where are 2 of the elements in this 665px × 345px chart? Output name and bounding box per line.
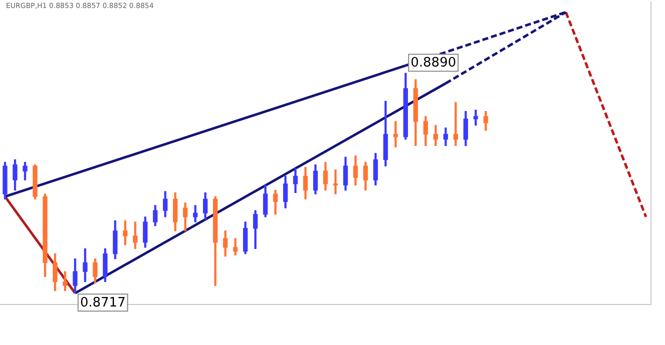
annotation: 0.8717 — [80, 296, 126, 311]
annotation: 0.8890 — [410, 56, 456, 71]
